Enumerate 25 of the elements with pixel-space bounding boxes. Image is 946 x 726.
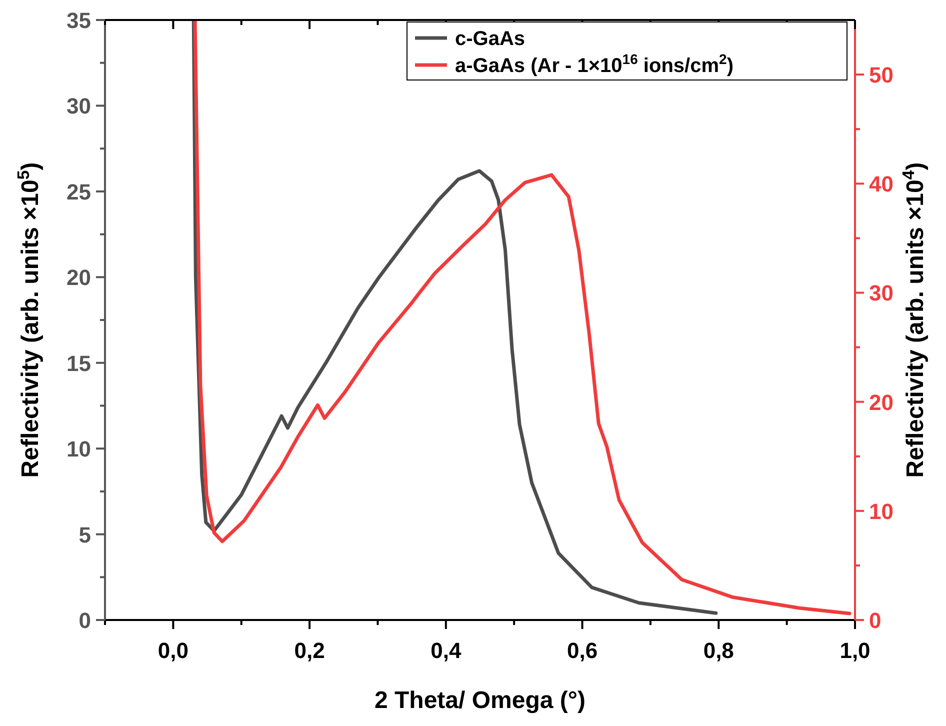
legend-label: c-GaAs <box>455 28 526 50</box>
y2-tick-label: 20 <box>869 390 894 415</box>
x-tick-label: 1,0 <box>840 638 870 663</box>
y2-tick-label: 0 <box>869 608 882 633</box>
y-tick-label: 0 <box>78 608 91 633</box>
y-tick-label: 30 <box>66 94 91 119</box>
line-series <box>193 20 852 616</box>
legend-label: a-GaAs (Ar - 1×10$^{16}$ ions/cm$^{2}$) <box>455 51 734 77</box>
y2-tick-label: 50 <box>869 62 894 88</box>
y-tick-label: 25 <box>66 179 91 204</box>
x-tick-label: 0,4 <box>430 638 462 663</box>
y-tick-label: 5 <box>78 522 91 548</box>
y2-tick-label: 10 <box>869 498 894 524</box>
y-tick-label: 35 <box>66 8 91 33</box>
x-tick-label: 0,8 <box>703 638 734 663</box>
x-axis-title: 2 Theta/ Omega (°) <box>374 687 586 714</box>
y-tick-label: 15 <box>66 350 91 376</box>
x-tick-label: 0,6 <box>566 638 598 663</box>
y-tick-label: 20 <box>66 265 91 290</box>
x-tick-label: 0,0 <box>158 638 188 663</box>
line-series <box>192 20 718 615</box>
x-tick-label: 0,2 <box>294 638 325 663</box>
y-tick-label: 10 <box>66 436 91 462</box>
y2-tick-label: 40 <box>869 172 894 197</box>
y2-tick-label: 30 <box>869 280 894 306</box>
